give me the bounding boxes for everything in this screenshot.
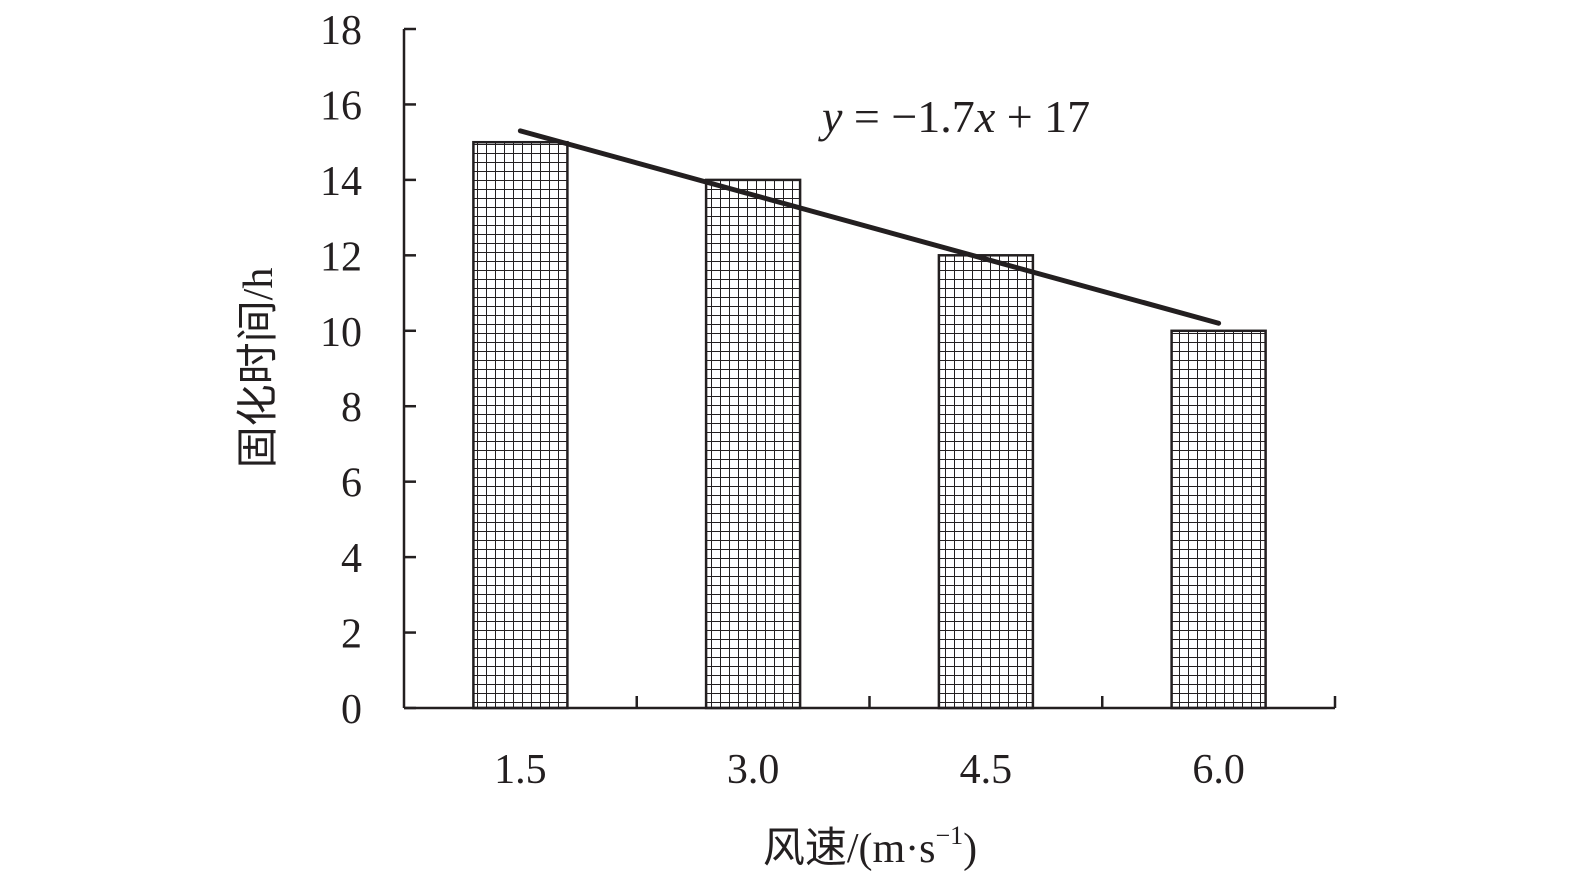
y-tick-label: 6 bbox=[341, 461, 362, 507]
equation-x: x bbox=[974, 91, 996, 142]
trendline bbox=[520, 131, 1218, 323]
y-tick-label: 16 bbox=[320, 83, 362, 129]
trendline-group bbox=[520, 131, 1218, 323]
equation-y: y bbox=[818, 91, 843, 142]
equation-eq: = −1.7 bbox=[842, 91, 974, 142]
x-tick-label: 3.0 bbox=[727, 747, 780, 793]
bar-1.5 bbox=[473, 142, 567, 708]
y-ticks: 0 2 4 6 8 10 12 14 16 18 bbox=[320, 8, 416, 733]
trendline-equation: y = −1.7x + 17 bbox=[818, 91, 1090, 142]
x-tick-label: 6.0 bbox=[1192, 747, 1245, 793]
y-tick-label: 8 bbox=[341, 385, 362, 431]
y-tick-label: 0 bbox=[341, 687, 362, 733]
x-tick-label: 1.5 bbox=[494, 747, 547, 793]
y-tick-label: 14 bbox=[320, 159, 362, 205]
x-tick-label: 4.5 bbox=[960, 747, 1013, 793]
y-tick-label: 10 bbox=[320, 310, 362, 356]
bar-4.5 bbox=[939, 255, 1033, 708]
y-tick-label: 2 bbox=[341, 612, 362, 658]
bar-6.0 bbox=[1172, 331, 1266, 708]
y-axis-title: 固化时间/h bbox=[236, 268, 282, 469]
x-axis-title: 风速/(m·s−1) bbox=[763, 821, 977, 872]
x-ticks: 1.5 3.0 4.5 6.0 bbox=[494, 696, 1335, 793]
equation-tail: + 17 bbox=[995, 91, 1090, 142]
bar-3.0 bbox=[706, 180, 800, 708]
y-tick-label: 12 bbox=[320, 234, 362, 280]
y-tick-label: 4 bbox=[341, 536, 362, 582]
x-axis-title-suffix: ) bbox=[963, 826, 977, 872]
y-tick-label: 18 bbox=[320, 8, 362, 54]
x-axis-title-main: 风速/(m·s bbox=[763, 826, 936, 872]
x-axis-title-sup: −1 bbox=[935, 821, 963, 850]
